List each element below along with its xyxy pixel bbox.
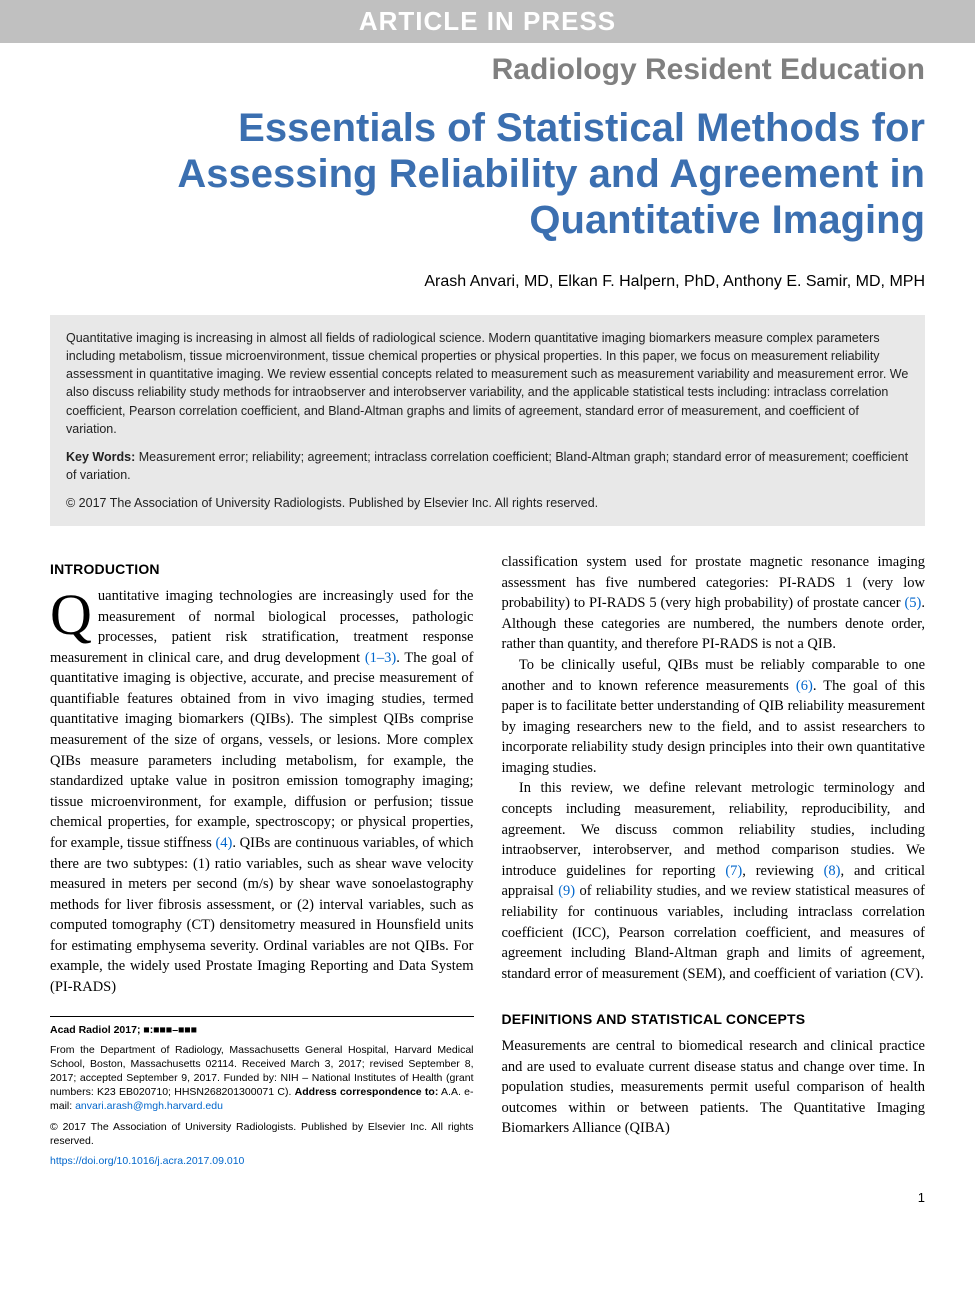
- keywords-text: Measurement error; reliability; agreemen…: [66, 450, 908, 482]
- keywords-label: Key Words:: [66, 450, 135, 464]
- intro-paragraph-3: To be clinically useful, QIBs must be re…: [502, 655, 926, 778]
- abstract-text: Quantitative imaging is increasing in al…: [66, 329, 909, 438]
- abstract-copyright: © 2017 The Association of University Rad…: [66, 494, 909, 512]
- email-link[interactable]: anvari.arash@mgh.harvard.edu: [75, 1100, 223, 1112]
- affiliation-line: From the Department of Radiology, Massac…: [50, 1043, 474, 1114]
- intro-paragraph-1: Quantitative imaging technologies are in…: [50, 586, 474, 998]
- intro-p4b: , reviewing: [742, 863, 823, 879]
- keywords-line: Key Words: Measurement error; reliabilit…: [66, 448, 909, 484]
- ref-link-5[interactable]: (5): [904, 595, 921, 611]
- intro-paragraph-4: In this review, we define relevant metro…: [502, 778, 926, 984]
- author-list: Arash Anvari, MD, Elkan F. Halpern, PhD,…: [0, 263, 975, 315]
- intro-p2a: classification system used for prostate …: [502, 554, 926, 611]
- intro-p1-cont: . The goal of quantitative imaging is ob…: [50, 650, 474, 851]
- doi-link[interactable]: https://doi.org/10.1016/j.acra.2017.09.0…: [50, 1155, 244, 1167]
- ref-link-7[interactable]: (7): [725, 863, 742, 879]
- citation-line: Acad Radiol 2017; ■:■■■–■■■: [50, 1023, 474, 1037]
- article-title: Essentials of Statistical Methods for As…: [0, 105, 975, 263]
- address-label: Address correspondence to:: [295, 1086, 439, 1098]
- heading-definitions: DEFINITIONS AND STATISTICAL CONCEPTS: [502, 1010, 926, 1030]
- abstract-box: Quantitative imaging is increasing in al…: [50, 315, 925, 526]
- ref-link-9[interactable]: (9): [558, 883, 575, 899]
- intro-p1-cont2: . QIBs are continuous variables, of whic…: [50, 835, 474, 995]
- ref-link-4[interactable]: (4): [215, 835, 232, 851]
- heading-introduction: INTRODUCTION: [50, 560, 474, 580]
- body-wrapper: INTRODUCTION Quantitative imaging techno…: [0, 544, 975, 1174]
- article-in-press-banner: ARTICLE IN PRESS: [0, 0, 975, 43]
- ref-link-8[interactable]: (8): [824, 863, 841, 879]
- defs-paragraph-1: Measurements are central to biomedical r…: [502, 1036, 926, 1139]
- ref-link-1-3[interactable]: (1–3): [365, 650, 396, 666]
- ref-link-6[interactable]: (6): [796, 678, 813, 694]
- footnote-block: Acad Radiol 2017; ■:■■■–■■■ From the Dep…: [50, 1016, 474, 1169]
- intro-paragraph-2: classification system used for prostate …: [502, 552, 926, 655]
- page-number: 1: [0, 1174, 975, 1225]
- dropcap: Q: [50, 586, 98, 639]
- two-column-body: INTRODUCTION Quantitative imaging techno…: [50, 552, 925, 1174]
- footnote-copyright: © 2017 The Association of University Rad…: [50, 1120, 474, 1148]
- section-label: Radiology Resident Education: [0, 43, 975, 105]
